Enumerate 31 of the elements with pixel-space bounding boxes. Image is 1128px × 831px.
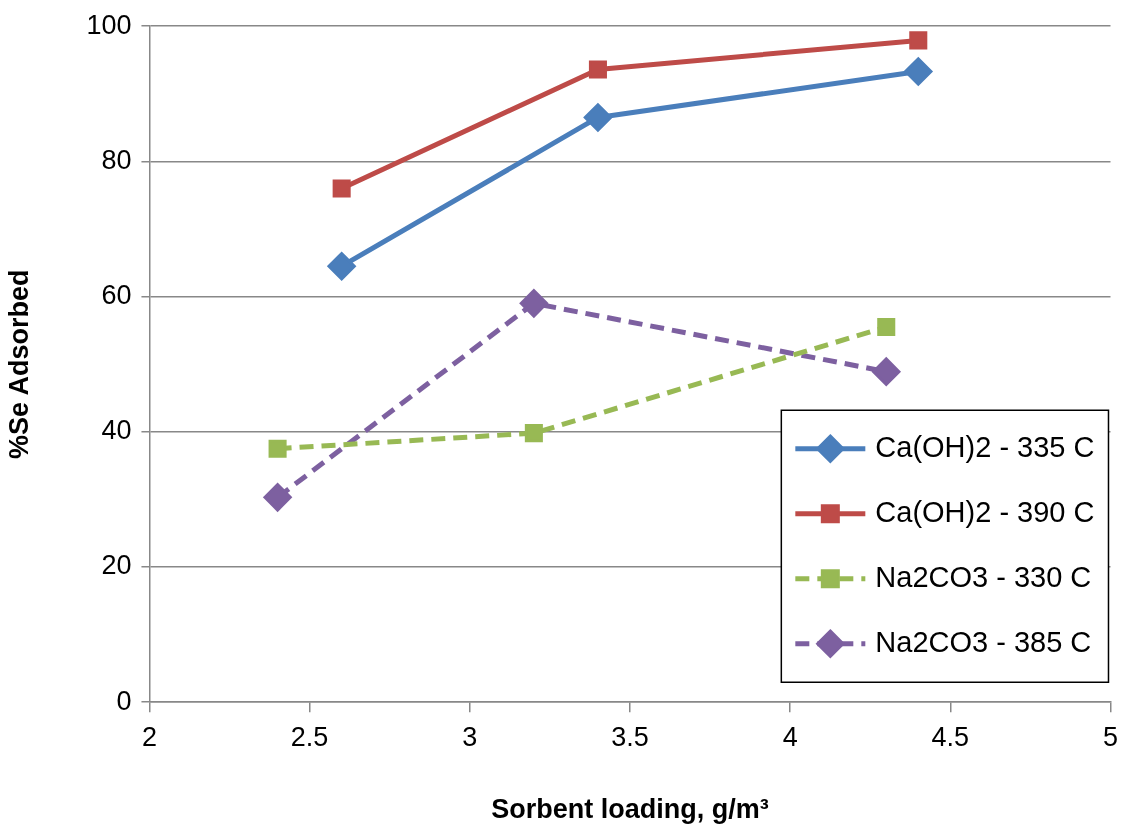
y-tick-label: 100 — [86, 9, 132, 40]
y-axis-title: %Se Adsorbed — [3, 269, 34, 459]
point — [519, 289, 549, 318]
x-tick-label: 5 — [1102, 721, 1119, 752]
y-tick-label: 40 — [101, 415, 132, 446]
point — [588, 60, 607, 79]
point — [524, 424, 543, 443]
x-tick-label: 2 — [141, 721, 157, 752]
x-axis-title: Sorbent loading, g/m³ — [491, 794, 769, 825]
y-tick-label: 20 — [101, 550, 132, 581]
point — [327, 251, 356, 281]
point — [872, 357, 901, 386]
point — [268, 439, 287, 458]
x-tick-label: 3.5 — [611, 721, 649, 752]
x-tick-label: 2.5 — [290, 721, 329, 752]
y-tick-label: 60 — [101, 280, 132, 311]
legend-label: Ca(OH)2 - 390 C — [875, 495, 1095, 528]
point — [332, 179, 351, 198]
legend-label: Na2CO3 - 385 C — [875, 625, 1092, 658]
x-tick-label: 4.5 — [931, 721, 970, 752]
x-tick-label: 4 — [782, 721, 798, 752]
x-tick-label: 3 — [462, 721, 478, 752]
y-tick-label: 0 — [116, 685, 132, 716]
legend-label: Ca(OH)2 - 335 C — [875, 430, 1095, 463]
point — [877, 317, 896, 337]
legend-label: Na2CO3 - 330 C — [875, 560, 1092, 593]
point — [583, 103, 613, 132]
point — [909, 31, 928, 50]
point — [263, 483, 292, 512]
point — [904, 57, 933, 86]
y-tick-label: 80 — [101, 144, 132, 175]
